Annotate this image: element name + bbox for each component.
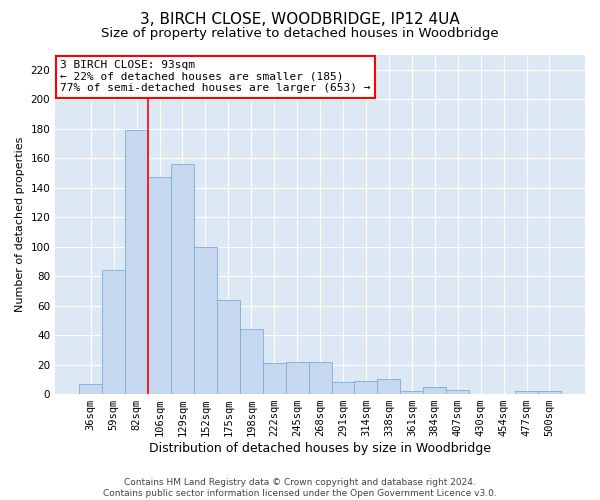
Bar [286, 362, 308, 394]
Bar [446, 390, 469, 394]
Bar [263, 363, 286, 394]
Bar [217, 300, 240, 394]
Bar [125, 130, 148, 394]
Bar [240, 329, 263, 394]
Bar [148, 178, 171, 394]
Bar [332, 382, 355, 394]
X-axis label: Distribution of detached houses by size in Woodbridge: Distribution of detached houses by size … [149, 442, 491, 455]
Bar [102, 270, 125, 394]
Bar [515, 391, 538, 394]
Bar [423, 386, 446, 394]
Text: 3 BIRCH CLOSE: 93sqm
← 22% of detached houses are smaller (185)
77% of semi-deta: 3 BIRCH CLOSE: 93sqm ← 22% of detached h… [61, 60, 371, 94]
Y-axis label: Number of detached properties: Number of detached properties [15, 137, 25, 312]
Bar [308, 362, 332, 394]
Bar [400, 391, 423, 394]
Text: 3, BIRCH CLOSE, WOODBRIDGE, IP12 4UA: 3, BIRCH CLOSE, WOODBRIDGE, IP12 4UA [140, 12, 460, 28]
Bar [355, 381, 377, 394]
Bar [171, 164, 194, 394]
Bar [538, 391, 561, 394]
Bar [79, 384, 102, 394]
Text: Contains HM Land Registry data © Crown copyright and database right 2024.
Contai: Contains HM Land Registry data © Crown c… [103, 478, 497, 498]
Bar [377, 380, 400, 394]
Text: Size of property relative to detached houses in Woodbridge: Size of property relative to detached ho… [101, 28, 499, 40]
Bar [194, 246, 217, 394]
